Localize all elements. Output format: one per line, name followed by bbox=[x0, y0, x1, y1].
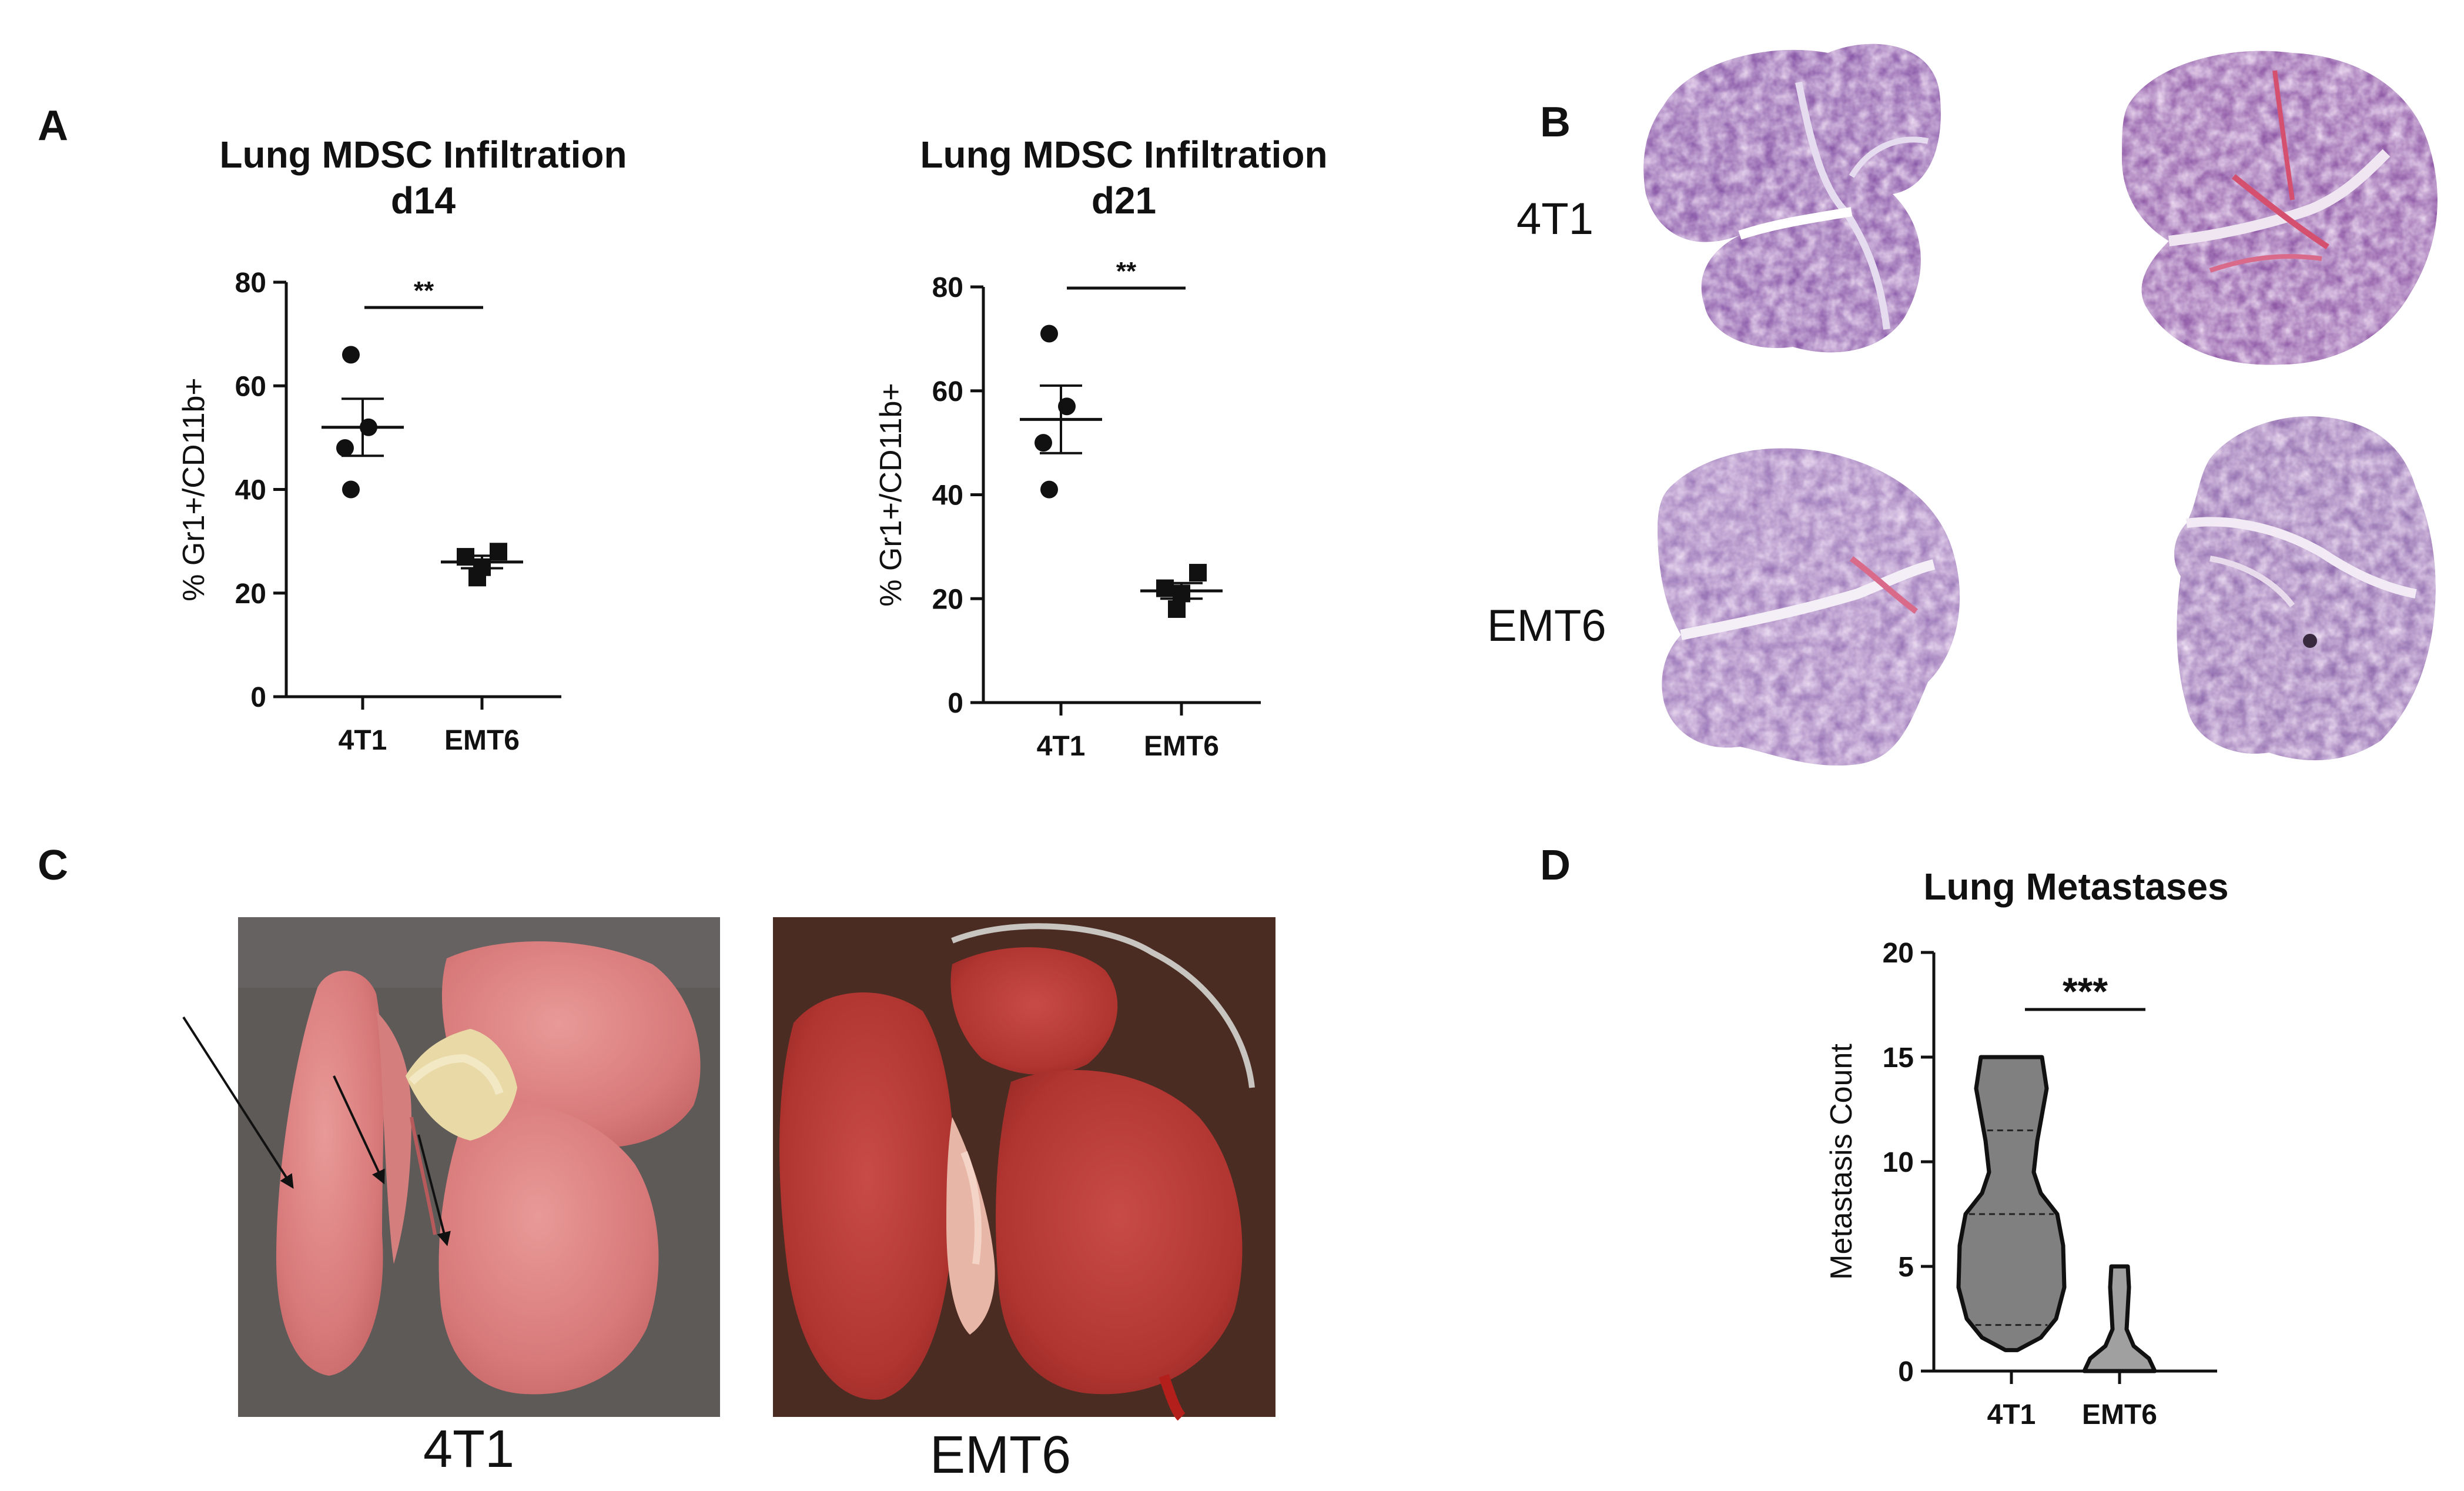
histology-section-4t1-2 bbox=[2122, 51, 2438, 365]
mdsc-d14-y-axis-label: % Gr1+/CD11b+ bbox=[177, 377, 211, 601]
histology-panel: 4T1 EMT6 bbox=[1487, 44, 2438, 766]
lung-metastases-title-line-1: Lung Metastases bbox=[1923, 865, 2228, 908]
mdsc-d14-y-tick-label-0: 0 bbox=[250, 682, 266, 713]
mdsc-d21-significance-label: ** bbox=[1116, 257, 1137, 286]
mdsc-d14-y-tick-label-40: 40 bbox=[235, 475, 266, 506]
photo-emt6 bbox=[773, 917, 1275, 1421]
mdsc-d14-point-emt6-1 bbox=[490, 543, 507, 561]
mdsc-d21-point-4t1-4 bbox=[1040, 480, 1058, 499]
mdsc-d21-point-4t1-3 bbox=[1035, 434, 1052, 452]
mdsc-d14-title-line-1: Lung MDSC Infiltration bbox=[219, 133, 627, 176]
mdsc-d14-title-line-2: d14 bbox=[391, 179, 456, 222]
lung-metastases-y-tick-label-5: 5 bbox=[1898, 1252, 1914, 1283]
mdsc-d21-x-tick-label-1: 4T1 bbox=[1037, 731, 1086, 762]
mdsc-d14-y-tick-label-20: 20 bbox=[235, 579, 266, 610]
mdsc-d14-point-emt6-4 bbox=[468, 569, 486, 587]
lung-metastases-y-tick-label-0: 0 bbox=[1898, 1356, 1914, 1388]
panel-label-b: B bbox=[1540, 99, 1571, 146]
photo-4t1 bbox=[182, 917, 720, 1417]
mdsc-d21-point-4t1-1 bbox=[1040, 325, 1058, 343]
lung-metastases-y-axis-label: Metastasis Count bbox=[1824, 1044, 1859, 1280]
mdsc-d14-point-4t1-1 bbox=[342, 346, 360, 364]
histology-section-emt6-2 bbox=[2174, 416, 2436, 761]
mdsc-d21-y-tick-label-0: 0 bbox=[948, 688, 963, 719]
mdsc-d14-significance-label: ** bbox=[414, 276, 434, 305]
lung-metastases-violin-4t1 bbox=[1956, 1055, 2067, 1352]
lung-metastases-significance-label: *** bbox=[2063, 970, 2108, 1013]
mdsc-d21-y-tick-label-80: 80 bbox=[932, 272, 963, 303]
mdsc-d14-point-4t1-4 bbox=[342, 480, 360, 499]
histology-row-label-emt6: EMT6 bbox=[1487, 601, 1606, 651]
mdsc-d21-y-tick-label-20: 20 bbox=[932, 584, 963, 615]
mdsc-d14-x-tick-label-2: EMT6 bbox=[444, 725, 520, 756]
mdsc-d21-point-emt6-4 bbox=[1168, 600, 1186, 618]
mdsc-d14-y-tick-label-80: 80 bbox=[235, 268, 266, 299]
arrow-lesion-1 bbox=[182, 1016, 294, 1189]
lung-metastases-y-tick-label-10: 10 bbox=[1883, 1147, 1914, 1178]
panel-label-d: D bbox=[1540, 842, 1571, 889]
mdsc-d21-x-tick-label-2: EMT6 bbox=[1144, 731, 1219, 762]
mdsc-d21-title-line-2: d21 bbox=[1092, 179, 1156, 222]
mdsc-d21-point-4t1-2 bbox=[1058, 397, 1076, 416]
photo-label-emt6: EMT6 bbox=[930, 1426, 1071, 1485]
panel-label-c: C bbox=[38, 842, 68, 889]
histology-section-4t1-1 bbox=[1643, 44, 1941, 353]
panel-label-a: A bbox=[38, 102, 68, 149]
photo-label-4t1: 4T1 bbox=[423, 1420, 514, 1479]
mdsc-d21-y-axis-label: % Gr1+/CD11b+ bbox=[874, 383, 908, 607]
lung-metastases-y-tick-label-20: 20 bbox=[1883, 938, 1914, 969]
mdsc-d21-y-tick-label-40: 40 bbox=[932, 480, 963, 512]
lung-metastases-violin-emt6 bbox=[2082, 1264, 2157, 1373]
mdsc-d21-point-emt6-1 bbox=[1189, 564, 1207, 582]
arrow-lesion-2 bbox=[333, 1075, 385, 1185]
histology-section-emt6-1 bbox=[1658, 448, 1960, 766]
mdsc-d14-y-tick-label-60: 60 bbox=[235, 371, 266, 402]
chart-lung-metastases: Lung Metastases 0 5 10 15 20 4T1 EMT6 Metastasis… bbox=[1824, 865, 2229, 1430]
histology-row-label-4t1: 4T1 bbox=[1516, 194, 1593, 244]
lung-metastases-y-tick-label-15: 15 bbox=[1883, 1042, 1914, 1074]
mdsc-d14-point-4t1-3 bbox=[336, 439, 354, 457]
lung-metastases-x-tick-label-2: EMT6 bbox=[2082, 1399, 2157, 1430]
lung-metastases-x-tick-label-1: 4T1 bbox=[1987, 1399, 2036, 1430]
mdsc-d21-y-tick-label-60: 60 bbox=[932, 376, 963, 407]
mdsc-d14-x-tick-label-1: 4T1 bbox=[339, 725, 387, 756]
mdsc-d21-title-line-1: Lung MDSC Infiltration bbox=[920, 133, 1327, 176]
arrow-lesion-3 bbox=[417, 1134, 451, 1246]
